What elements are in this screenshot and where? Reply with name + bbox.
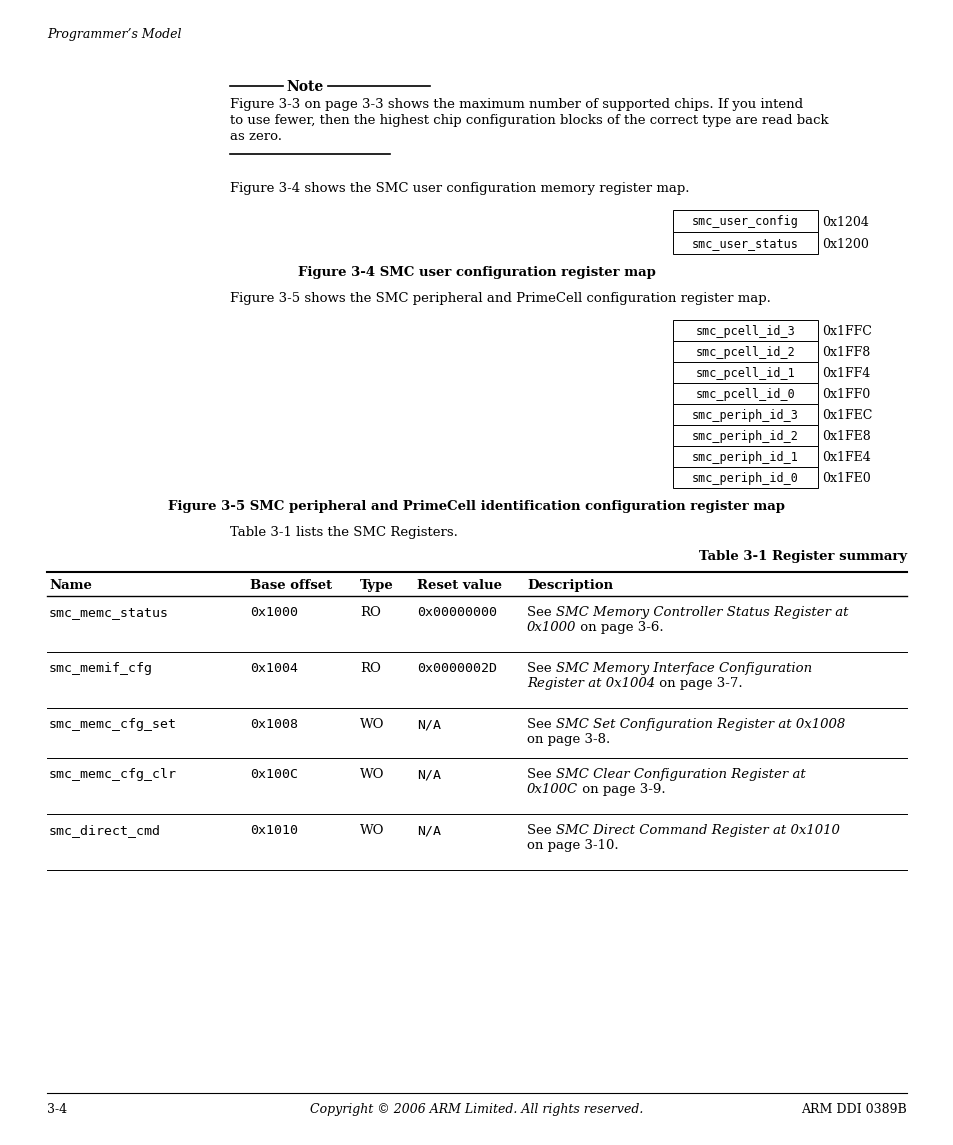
Text: 3-4: 3-4 bbox=[47, 1103, 67, 1116]
Text: Type: Type bbox=[359, 579, 394, 592]
Bar bbox=[672, 425, 817, 447]
Text: See: See bbox=[526, 718, 556, 731]
Text: Programmer’s Model: Programmer’s Model bbox=[47, 27, 181, 41]
Text: Reset value: Reset value bbox=[416, 579, 501, 592]
Text: Name: Name bbox=[49, 579, 91, 592]
Text: 0x1FF4: 0x1FF4 bbox=[821, 368, 869, 380]
Text: SMC Memory Interface Configuration: SMC Memory Interface Configuration bbox=[556, 662, 811, 676]
Text: Figure 3-4 SMC user configuration register map: Figure 3-4 SMC user configuration regist… bbox=[297, 266, 656, 279]
Bar bbox=[672, 210, 817, 232]
Text: smc_pcell_id_0: smc_pcell_id_0 bbox=[695, 388, 795, 401]
Text: 0x1FFC: 0x1FFC bbox=[821, 325, 871, 338]
Text: smc_memc_status: smc_memc_status bbox=[49, 606, 169, 619]
Text: See: See bbox=[526, 824, 556, 837]
Text: ARM DDI 0389B: ARM DDI 0389B bbox=[801, 1103, 906, 1116]
Text: Table 3-1 lists the SMC Registers.: Table 3-1 lists the SMC Registers. bbox=[230, 526, 457, 539]
Text: 0x1204: 0x1204 bbox=[821, 215, 868, 229]
Text: on page 3-6.: on page 3-6. bbox=[576, 621, 663, 634]
Bar bbox=[672, 319, 817, 341]
Text: WO: WO bbox=[359, 718, 384, 731]
Bar bbox=[672, 341, 817, 362]
Text: See: See bbox=[526, 606, 556, 619]
Text: Note: Note bbox=[286, 80, 323, 94]
Text: 0x1FF8: 0x1FF8 bbox=[821, 346, 869, 360]
Text: 0x1000: 0x1000 bbox=[250, 606, 297, 619]
Text: smc_pcell_id_3: smc_pcell_id_3 bbox=[695, 325, 795, 338]
Text: Table 3-1 Register summary: Table 3-1 Register summary bbox=[699, 550, 906, 563]
Bar bbox=[672, 382, 817, 404]
Text: 0x1004: 0x1004 bbox=[250, 662, 297, 676]
Text: See: See bbox=[526, 662, 556, 676]
Text: on page 3-7.: on page 3-7. bbox=[655, 677, 742, 690]
Text: to use fewer, then the highest chip configuration blocks of the correct type are: to use fewer, then the highest chip conf… bbox=[230, 114, 828, 127]
Text: Figure 3-5 shows the SMC peripheral and PrimeCell configuration register map.: Figure 3-5 shows the SMC peripheral and … bbox=[230, 292, 770, 305]
Text: smc_direct_cmd: smc_direct_cmd bbox=[49, 824, 161, 837]
Text: smc_pcell_id_1: smc_pcell_id_1 bbox=[695, 368, 795, 380]
Text: SMC Set Configuration Register at 0x1008: SMC Set Configuration Register at 0x1008 bbox=[556, 718, 844, 731]
Text: 0x1008: 0x1008 bbox=[250, 718, 297, 731]
Text: N/A: N/A bbox=[416, 718, 440, 731]
Text: smc_memc_cfg_set: smc_memc_cfg_set bbox=[49, 718, 177, 731]
Text: 0x1FF0: 0x1FF0 bbox=[821, 388, 869, 401]
Text: smc_user_status: smc_user_status bbox=[691, 237, 798, 251]
Bar bbox=[672, 467, 817, 488]
Text: smc_pcell_id_2: smc_pcell_id_2 bbox=[695, 346, 795, 360]
Text: See: See bbox=[526, 768, 556, 781]
Bar bbox=[672, 447, 817, 467]
Text: on page 3-9.: on page 3-9. bbox=[578, 783, 665, 796]
Text: smc_user_config: smc_user_config bbox=[691, 215, 798, 229]
Text: Base offset: Base offset bbox=[250, 579, 332, 592]
Bar bbox=[672, 232, 817, 254]
Text: Figure 3-4 shows the SMC user configuration memory register map.: Figure 3-4 shows the SMC user configurat… bbox=[230, 182, 689, 195]
Text: as zero.: as zero. bbox=[230, 131, 282, 143]
Text: Copyright © 2006 ARM Limited. All rights reserved.: Copyright © 2006 ARM Limited. All rights… bbox=[310, 1103, 643, 1116]
Text: smc_periph_id_2: smc_periph_id_2 bbox=[691, 431, 798, 443]
Text: 0x1000: 0x1000 bbox=[526, 621, 576, 634]
Text: 0x0000002D: 0x0000002D bbox=[416, 662, 497, 676]
Bar bbox=[672, 404, 817, 425]
Text: 0x1FE4: 0x1FE4 bbox=[821, 451, 870, 464]
Text: SMC Clear Configuration Register at: SMC Clear Configuration Register at bbox=[556, 768, 804, 781]
Text: on page 3-10.: on page 3-10. bbox=[526, 839, 618, 852]
Text: Description: Description bbox=[526, 579, 613, 592]
Text: 0x100C: 0x100C bbox=[250, 768, 297, 781]
Text: smc_periph_id_1: smc_periph_id_1 bbox=[691, 451, 798, 464]
Text: smc_memc_cfg_clr: smc_memc_cfg_clr bbox=[49, 768, 177, 781]
Text: N/A: N/A bbox=[416, 824, 440, 837]
Text: 0x100C: 0x100C bbox=[526, 783, 578, 796]
Text: smc_memif_cfg: smc_memif_cfg bbox=[49, 662, 152, 676]
Text: 0x1FEC: 0x1FEC bbox=[821, 409, 871, 423]
Text: smc_periph_id_3: smc_periph_id_3 bbox=[691, 409, 798, 423]
Text: 0x1200: 0x1200 bbox=[821, 237, 868, 251]
Text: 0x1FE8: 0x1FE8 bbox=[821, 431, 870, 443]
Text: SMC Memory Controller Status Register at: SMC Memory Controller Status Register at bbox=[556, 606, 847, 619]
Text: 0x00000000: 0x00000000 bbox=[416, 606, 497, 619]
Text: RO: RO bbox=[359, 606, 380, 619]
Text: N/A: N/A bbox=[416, 768, 440, 781]
Text: 0x1010: 0x1010 bbox=[250, 824, 297, 837]
Text: Figure 3-5 SMC peripheral and PrimeCell identification configuration register ma: Figure 3-5 SMC peripheral and PrimeCell … bbox=[169, 500, 784, 513]
Text: on page 3-8.: on page 3-8. bbox=[526, 733, 610, 747]
Text: RO: RO bbox=[359, 662, 380, 676]
Text: WO: WO bbox=[359, 768, 384, 781]
Text: 0x1FE0: 0x1FE0 bbox=[821, 472, 870, 485]
Text: Register at 0x1004: Register at 0x1004 bbox=[526, 677, 655, 690]
Text: WO: WO bbox=[359, 824, 384, 837]
Text: Figure 3-3 on page 3-3 shows the maximum number of supported chips. If you inten: Figure 3-3 on page 3-3 shows the maximum… bbox=[230, 98, 802, 111]
Text: smc_periph_id_0: smc_periph_id_0 bbox=[691, 472, 798, 485]
Text: SMC Direct Command Register at 0x1010: SMC Direct Command Register at 0x1010 bbox=[556, 824, 839, 837]
Bar bbox=[672, 362, 817, 382]
